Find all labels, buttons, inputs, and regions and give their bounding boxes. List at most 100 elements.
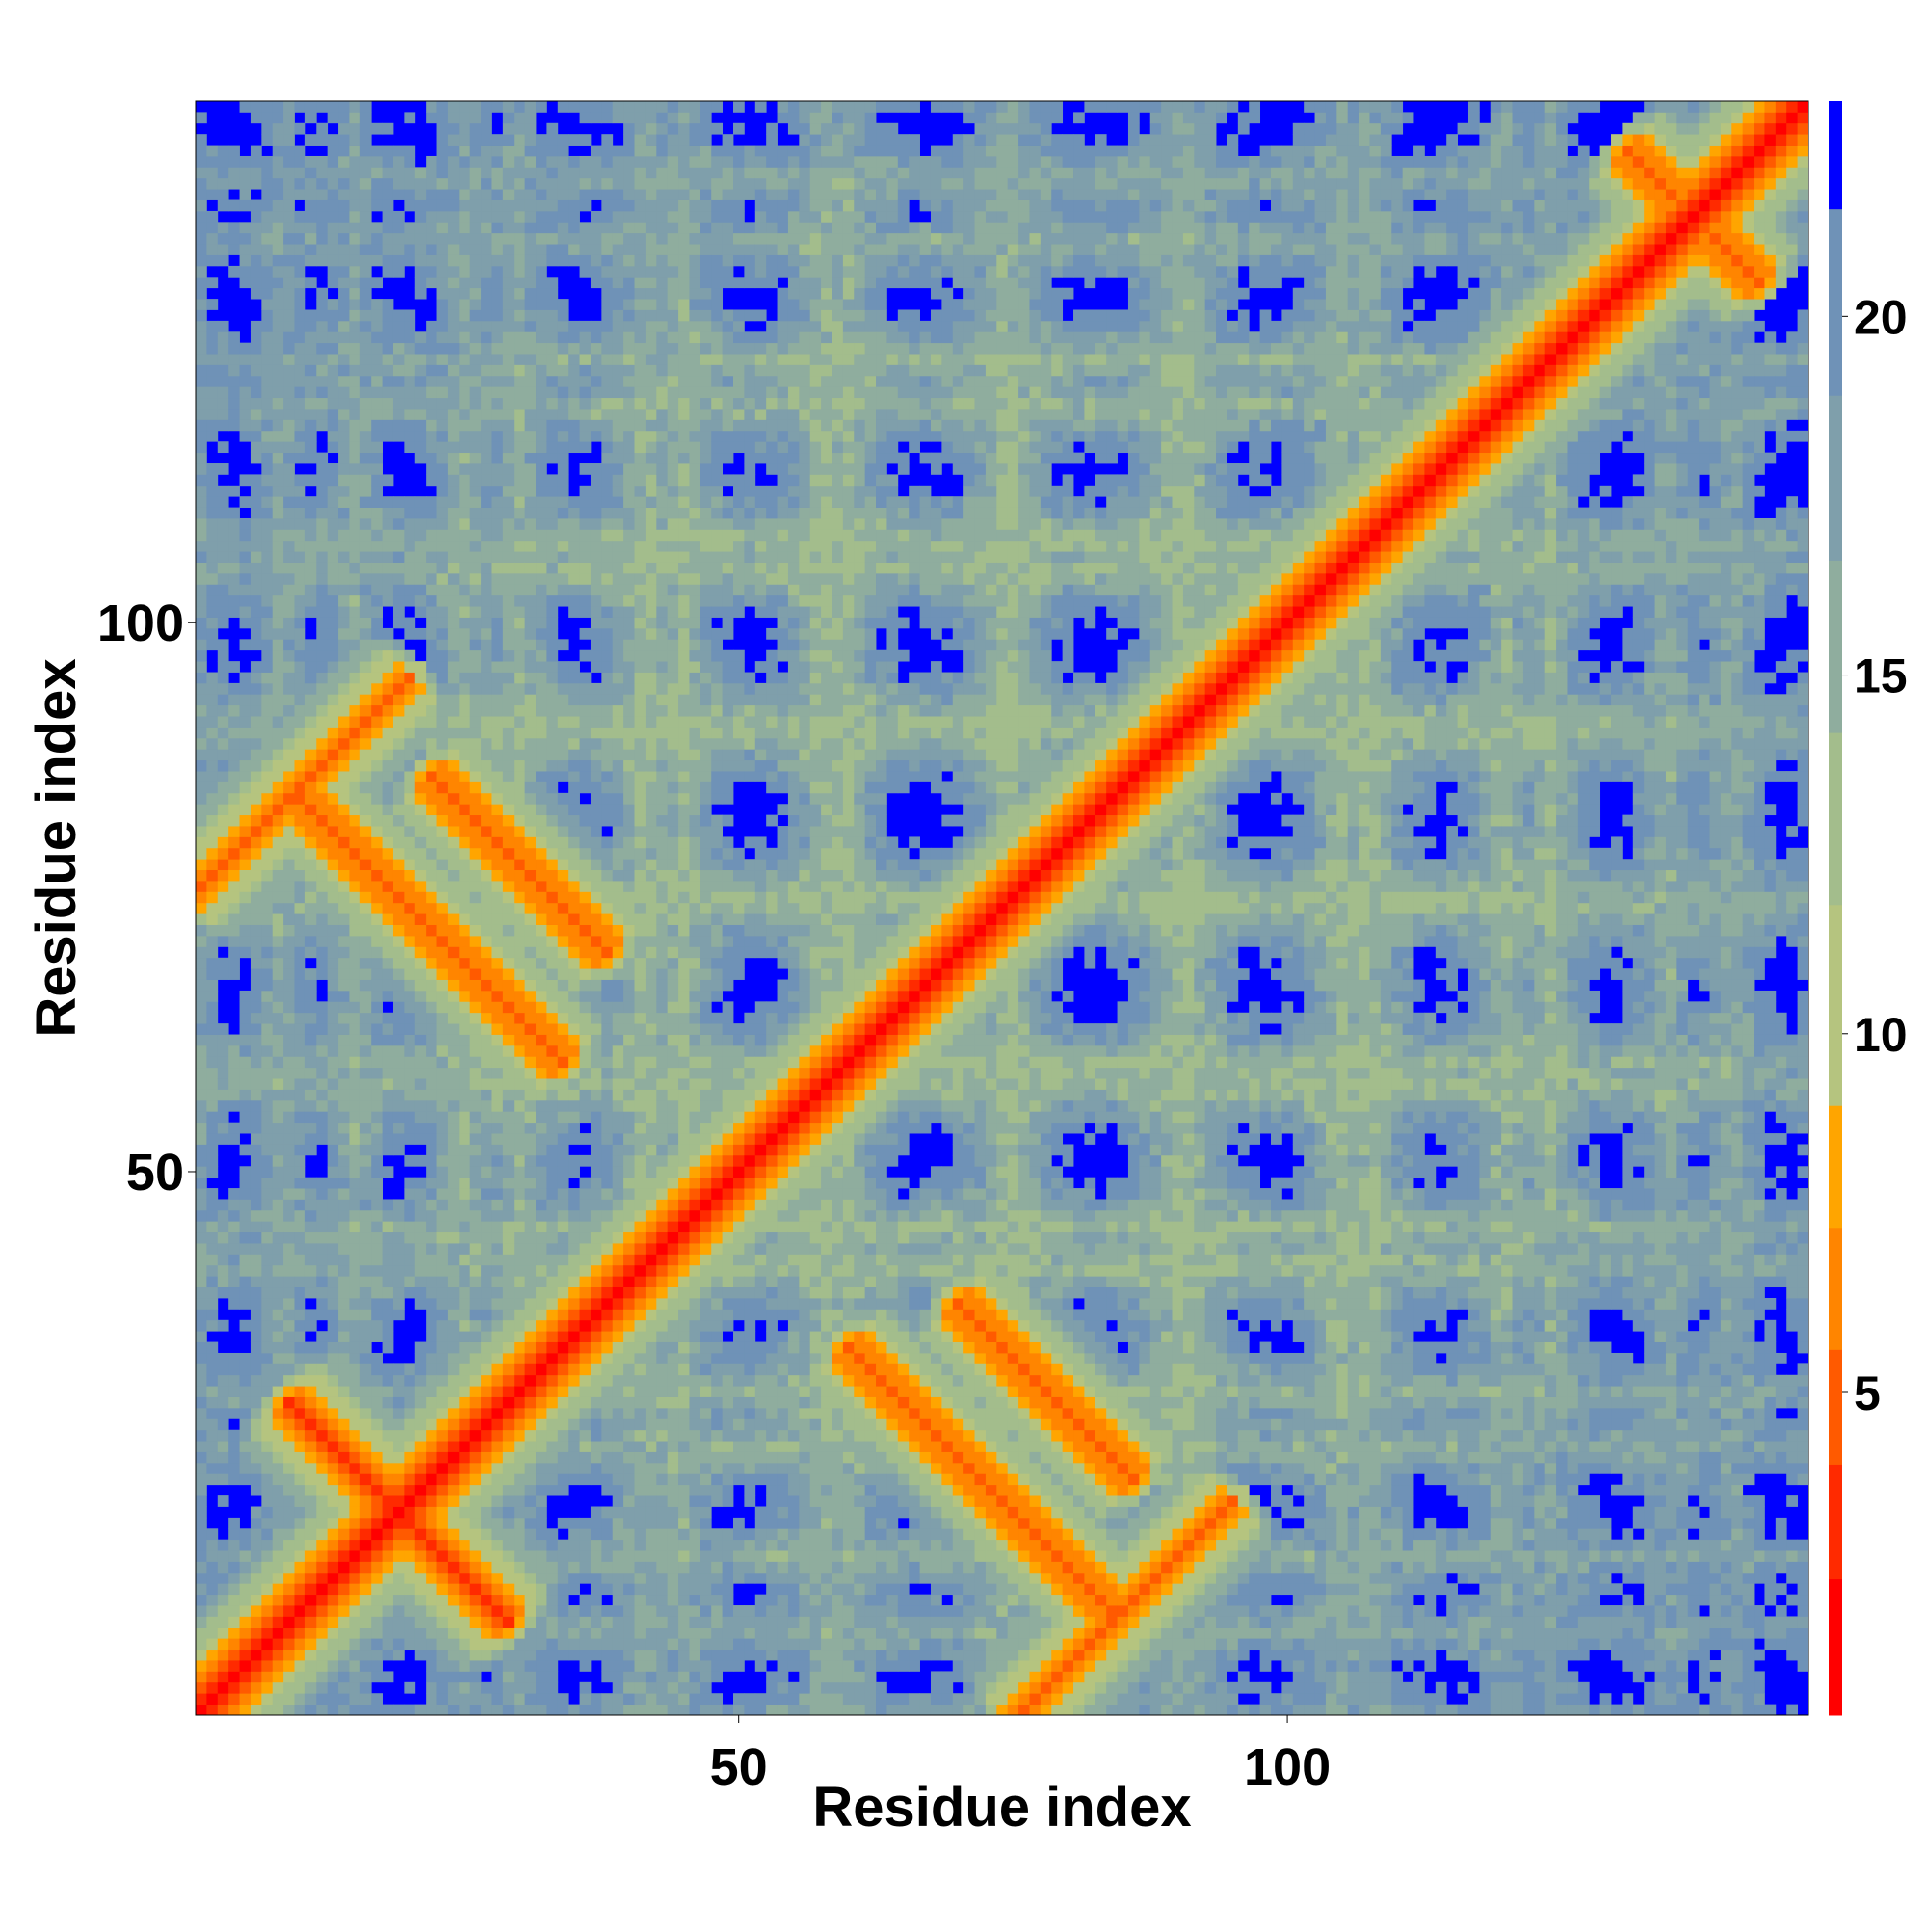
heatmap-cell [524,1012,537,1024]
heatmap-cell [316,1199,329,1211]
heatmap-cell [447,1001,460,1014]
heatmap-cell [272,375,284,387]
heatmap-cell [294,771,306,782]
heatmap-cell [404,1627,416,1639]
heatmap-cell [316,1331,329,1342]
heatmap-cell [338,507,350,519]
heatmap-cell [502,672,515,684]
heatmap-cell [524,397,537,410]
heatmap-cell [404,716,416,728]
heatmap-cell [491,331,504,344]
heatmap-cell [568,364,580,377]
heatmap-cell [327,517,339,530]
heatmap-cell [316,1078,329,1090]
heatmap-cell [196,1319,207,1332]
heatmap-cell [568,1561,580,1574]
heatmap-cell [502,771,515,782]
heatmap-cell [514,1341,526,1354]
heatmap-cell [327,924,339,937]
heatmap-cell [239,694,251,706]
heatmap-cell [359,167,372,179]
heatmap-cell [392,1144,405,1156]
heatmap-cell [250,485,262,497]
heatmap-cell [414,661,427,673]
heatmap-cell [469,1122,482,1134]
heatmap-cell [459,1341,471,1354]
heatmap-cell [349,1188,361,1200]
heatmap-cell [338,1264,350,1277]
heatmap-cell [557,935,569,947]
heatmap-cell [294,1122,306,1134]
heatmap-cell [261,584,274,596]
heatmap-cell [217,704,229,717]
heatmap-cell [502,1166,515,1178]
heatmap-cell [568,682,580,695]
heatmap-cell [382,946,394,959]
heatmap-cell [261,1374,274,1387]
heatmap-cell [359,112,372,124]
heatmap-cell [382,979,394,992]
heatmap-cell [371,1221,383,1233]
heatmap-cell [404,430,416,442]
heatmap-cell [568,320,580,332]
heatmap-cell [196,1012,207,1024]
heatmap-cell [228,1704,240,1716]
heatmap-cell [382,1331,394,1342]
heatmap-cell [228,1045,240,1057]
heatmap-cell [557,595,569,607]
heatmap-cell [338,1681,350,1694]
heatmap-cell [546,935,559,947]
heatmap-cell [272,1298,284,1310]
heatmap-cell [502,682,515,695]
heatmap-cell [481,649,492,662]
heatmap-cell [272,287,284,300]
heatmap-cell [206,672,219,684]
heatmap-cell [196,694,207,706]
heatmap-cell [349,1023,361,1035]
heatmap-cell [338,1177,350,1189]
heatmap-cell [349,737,361,750]
heatmap-cell [196,1441,207,1452]
heatmap-cell [327,1451,339,1464]
heatmap-cell [557,1034,569,1046]
heatmap-cell [447,1594,460,1606]
heatmap-cell [283,1133,295,1145]
heatmap-cell [250,254,262,267]
heatmap-cell [371,1177,383,1189]
heatmap-cell [557,1572,569,1584]
heatmap-cell [436,1166,449,1178]
heatmap-cell [514,716,526,728]
heatmap-cell [283,244,295,255]
heatmap-cell [349,1407,361,1419]
heatmap-cell [283,397,295,410]
heatmap-cell [250,627,262,640]
heatmap-cell [206,1023,219,1035]
heatmap-cell [436,1331,449,1342]
heatmap-cell [294,1374,306,1387]
heatmap-cell [217,716,229,728]
heatmap-cell [206,990,219,1002]
heatmap-cell [272,1001,284,1014]
heatmap-cell [524,1023,537,1035]
heatmap-cell [338,1561,350,1574]
heatmap-cell [272,1078,284,1090]
heatmap-cell [568,1550,580,1562]
heatmap-cell [491,1231,504,1244]
heatmap-cell [557,572,569,585]
heatmap-cell [304,496,317,508]
heatmap-cell [382,177,394,190]
heatmap-cell [294,210,306,223]
heatmap-cell [327,1572,339,1584]
heatmap-cell [250,375,262,387]
heatmap-cell [469,1286,482,1299]
heatmap-cell [568,771,580,782]
heatmap-cell [359,485,372,497]
heatmap-cell [316,507,329,519]
heatmap-cell [469,1484,482,1496]
heatmap-cell [524,232,537,245]
heatmap-cell [206,595,219,607]
heatmap-cell [359,529,372,542]
heatmap-cell [414,1539,427,1551]
heatmap-cell [414,957,427,969]
heatmap-cell [272,617,284,629]
